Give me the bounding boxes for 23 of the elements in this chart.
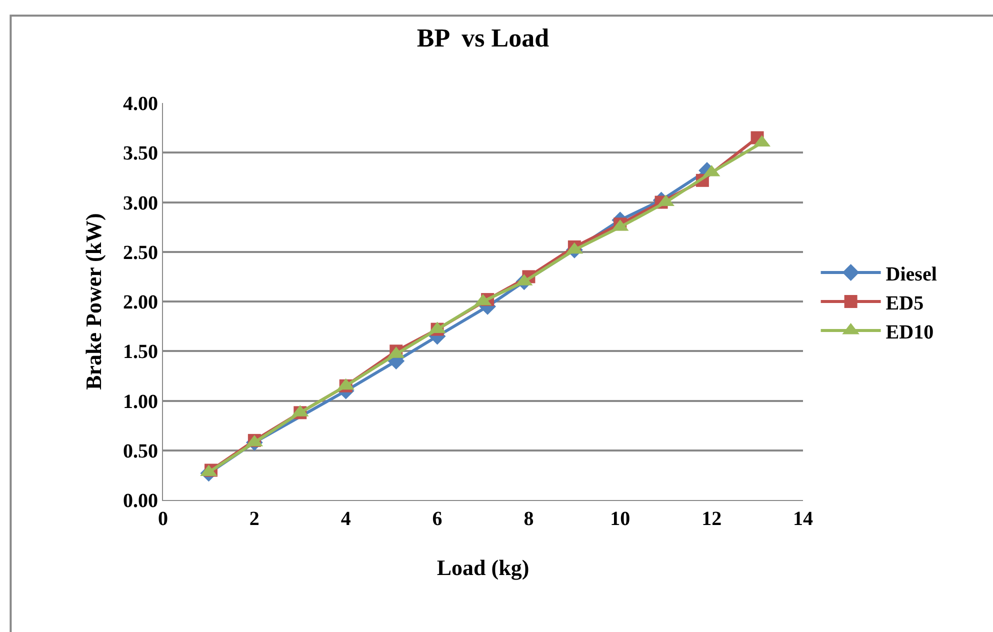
x-tick-label: 4 (340, 508, 351, 530)
x-axis-title: Load (kg) (436, 554, 530, 580)
y-tick-label: 3.50 (123, 142, 158, 165)
x-tick-label: 6 (432, 508, 442, 530)
y-tick-label: 0.00 (123, 490, 158, 512)
y-tick-label: 4.00 (123, 93, 158, 115)
x-tick-label: 2 (249, 508, 260, 530)
y-tick-label: 1.50 (123, 341, 158, 364)
y-axis-title: Brake Power (kW) (80, 213, 106, 390)
y-tick-label: 2.50 (123, 242, 158, 264)
chart-title: BP vs Load (416, 24, 550, 53)
x-tick-label: 0 (158, 508, 168, 530)
x-tick-label: 8 (524, 508, 534, 530)
y-tick-label: 1.00 (123, 390, 158, 413)
legend-label: ED10 (886, 321, 934, 344)
y-tick-label: 2.00 (123, 292, 158, 314)
x-tick-label: 12 (702, 508, 722, 530)
x-tick-label: 10 (610, 508, 630, 530)
y-tick-label: 0.50 (123, 440, 158, 462)
legend-label: ED5 (886, 292, 924, 314)
x-tick-label: 14 (793, 508, 813, 530)
legend-label: Diesel (886, 263, 938, 286)
y-tick-label: 3.00 (123, 192, 158, 214)
